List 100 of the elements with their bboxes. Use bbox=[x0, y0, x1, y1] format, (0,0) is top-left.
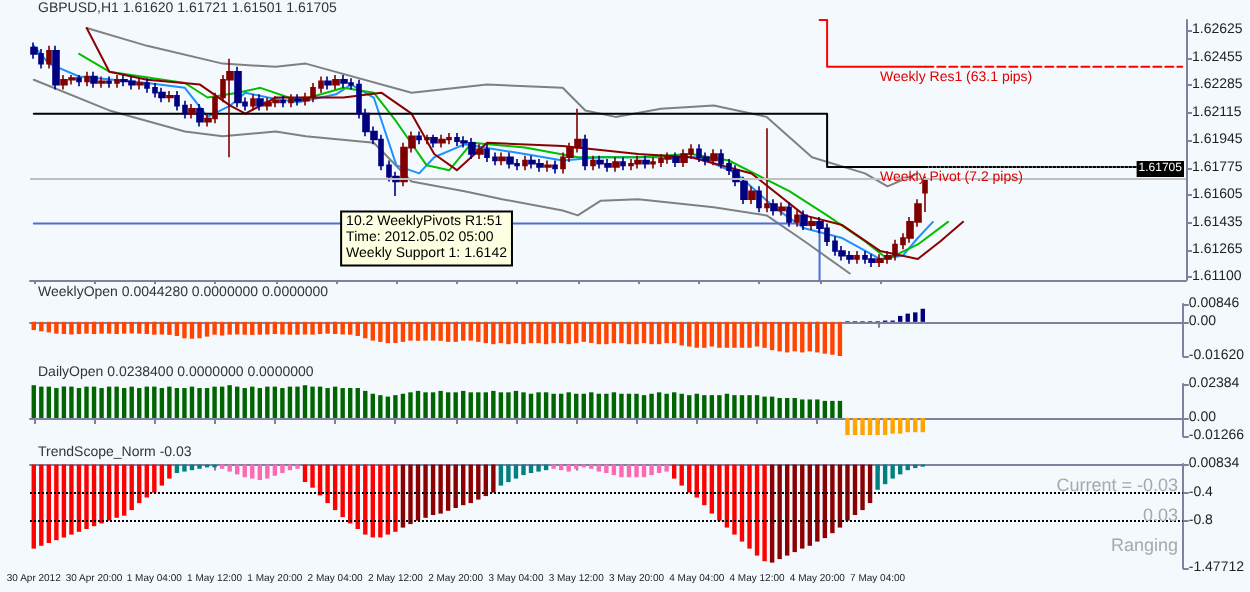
bar bbox=[348, 388, 353, 418]
candlestick bbox=[76, 74, 82, 88]
bar bbox=[167, 386, 172, 418]
bar bbox=[679, 393, 684, 418]
candlestick bbox=[770, 198, 778, 217]
bar bbox=[197, 388, 202, 418]
bar bbox=[747, 321, 752, 348]
bar bbox=[807, 399, 812, 418]
candlestick bbox=[552, 159, 558, 175]
bar bbox=[762, 321, 767, 348]
bar bbox=[219, 386, 225, 418]
candlestick bbox=[808, 216, 816, 231]
bar bbox=[822, 400, 828, 418]
candlestick bbox=[256, 93, 264, 112]
bar bbox=[837, 321, 843, 356]
bar bbox=[604, 321, 609, 345]
bar bbox=[566, 321, 571, 345]
bar bbox=[822, 321, 828, 354]
bar bbox=[137, 388, 142, 418]
bar bbox=[445, 321, 451, 342]
bar bbox=[656, 321, 662, 345]
bar bbox=[355, 321, 360, 336]
bar bbox=[295, 321, 300, 335]
candlestick bbox=[854, 250, 860, 265]
bar bbox=[167, 321, 172, 335]
bar bbox=[619, 321, 624, 344]
bar bbox=[581, 393, 586, 418]
bar bbox=[830, 321, 835, 355]
bar bbox=[430, 321, 436, 341]
candlestick bbox=[642, 154, 650, 170]
bar bbox=[483, 392, 489, 418]
bar bbox=[114, 386, 119, 418]
candlestick bbox=[506, 151, 514, 170]
bar bbox=[370, 321, 376, 341]
bar bbox=[898, 417, 903, 434]
candlestick bbox=[794, 209, 800, 228]
candlestick bbox=[696, 143, 702, 163]
candlestick bbox=[612, 156, 620, 173]
candlestick bbox=[120, 74, 128, 88]
candlestick bbox=[800, 209, 808, 231]
candlestick bbox=[188, 103, 196, 120]
bar bbox=[506, 392, 511, 418]
bar bbox=[830, 400, 835, 418]
bar bbox=[280, 321, 285, 335]
bar bbox=[491, 321, 496, 345]
bar bbox=[536, 321, 541, 344]
candlestick bbox=[756, 185, 762, 213]
bar bbox=[717, 321, 722, 348]
bar bbox=[476, 321, 481, 342]
candlestick bbox=[718, 148, 724, 170]
candlestick bbox=[38, 48, 44, 70]
bar bbox=[137, 321, 142, 334]
bar bbox=[84, 386, 89, 418]
candlestick bbox=[582, 133, 588, 171]
bar bbox=[649, 393, 654, 418]
bar bbox=[445, 392, 451, 418]
bar bbox=[227, 385, 232, 418]
candlestick bbox=[264, 96, 272, 112]
bar bbox=[340, 388, 345, 418]
bar bbox=[280, 388, 285, 418]
candlestick bbox=[332, 74, 340, 91]
bar bbox=[114, 321, 119, 335]
candlestick bbox=[182, 99, 188, 120]
candlestick bbox=[868, 253, 876, 268]
bar bbox=[197, 321, 202, 339]
bar bbox=[800, 399, 805, 418]
candlestick bbox=[84, 70, 90, 88]
bar bbox=[204, 321, 210, 337]
candlestick bbox=[650, 156, 656, 170]
candlestick bbox=[468, 137, 476, 160]
bar bbox=[491, 390, 496, 418]
candlestick bbox=[536, 158, 544, 173]
bar bbox=[867, 417, 873, 436]
candlestick bbox=[234, 66, 242, 109]
bar bbox=[182, 321, 187, 339]
bar bbox=[212, 386, 217, 418]
bar bbox=[430, 392, 436, 418]
bar bbox=[46, 386, 52, 418]
candlestick bbox=[476, 143, 484, 160]
candlestick bbox=[748, 185, 756, 205]
bar bbox=[423, 392, 428, 418]
candlestick bbox=[522, 154, 528, 171]
bar bbox=[272, 386, 278, 418]
bar bbox=[69, 386, 74, 418]
bar bbox=[265, 321, 270, 335]
bar bbox=[287, 321, 293, 335]
bar bbox=[634, 321, 639, 345]
candlestick bbox=[250, 93, 256, 112]
bar bbox=[558, 393, 564, 418]
bar bbox=[852, 417, 858, 436]
bar bbox=[182, 388, 187, 418]
bar bbox=[777, 398, 782, 418]
bar bbox=[250, 386, 255, 418]
bar bbox=[91, 386, 97, 418]
bar bbox=[423, 321, 428, 341]
bar bbox=[574, 393, 579, 418]
bar bbox=[152, 321, 157, 335]
candlestick bbox=[846, 250, 854, 265]
bar bbox=[468, 392, 473, 418]
bar bbox=[890, 417, 895, 434]
